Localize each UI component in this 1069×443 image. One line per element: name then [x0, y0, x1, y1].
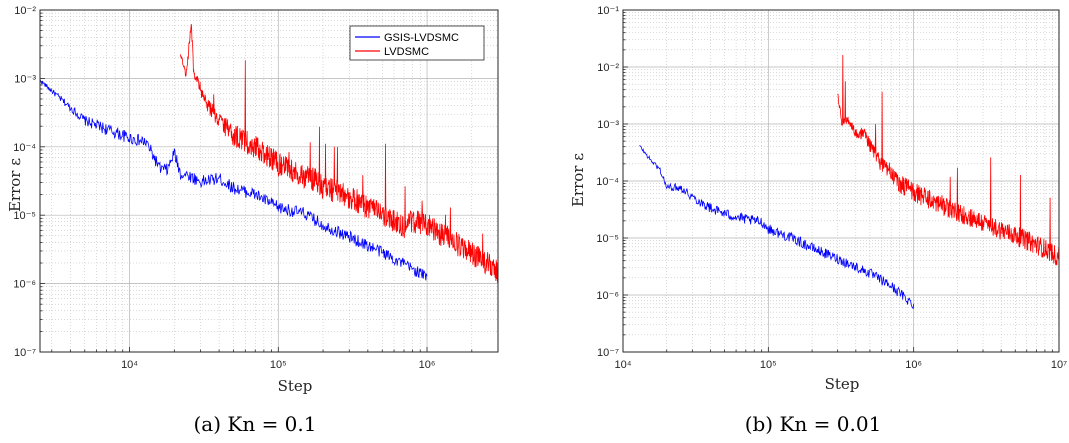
legend-label-gsis: GSIS-LVDSMC: [384, 32, 459, 44]
y-axis-label-b: Error ε: [569, 153, 587, 207]
x-tick-label: 10⁶: [419, 359, 436, 371]
x-tick-label: 10⁶: [905, 359, 922, 371]
y-tick-label: 10⁻⁴: [596, 176, 619, 188]
x-tick-label: 10⁵: [760, 359, 777, 371]
y-tick-label: 10⁻⁶: [596, 290, 619, 302]
chart-panel-a: 10⁴ 10⁵ 10⁶ 10⁻⁷ 10⁻⁶ 10⁻⁵ 10⁻⁴ 10⁻³ 10⁻² Step E…: [6, 5, 499, 436]
legend-a: GSIS-LVDSMC LVDSMC: [349, 25, 485, 61]
series-line-gsis-lvdsmc: [39, 79, 428, 281]
series-line-lvdsmc: [837, 54, 1060, 266]
grid-lines-b: [622, 9, 1060, 353]
x-tick-label: 10⁵: [270, 359, 287, 371]
x-axis-label-b: Step: [825, 375, 860, 393]
tick-marks-b: 10⁴ 10⁵ 10⁶ 10⁷ 10⁻⁷ 10⁻⁶ 10⁻⁵ 10⁻⁴ 10⁻³ 10⁻² 10⁻¹: [596, 5, 1067, 371]
caption-a: (a) Kn = 0.1: [194, 412, 317, 436]
y-tick-label: 10⁻²: [14, 5, 36, 17]
y-tick-label: 10⁻³: [597, 119, 619, 131]
series-line-lvdsmc: [180, 24, 499, 283]
caption-b: (b) Kn = 0.01: [745, 412, 882, 436]
grid-lines-a: [40, 9, 499, 353]
y-tick-label: 10⁻⁴: [13, 142, 36, 154]
plot-frame-a: [39, 9, 499, 353]
series-line-gsis-lvdsmc: [639, 145, 915, 310]
series-lines-a: [39, 24, 499, 283]
x-tick-label: 10⁴: [615, 359, 632, 371]
x-tick-label: 10⁴: [121, 359, 138, 371]
tick-marks-a: 10⁴ 10⁵ 10⁶ 10⁻⁷ 10⁻⁶ 10⁻⁵ 10⁻⁴ 10⁻³ 10⁻²: [13, 5, 499, 371]
y-tick-label: 10⁻⁶: [13, 279, 36, 291]
y-tick-label: 10⁻⁷: [14, 347, 36, 359]
y-tick-label: 10⁻¹: [597, 5, 619, 17]
x-axis-label-a: Step: [278, 377, 313, 395]
y-tick-label: 10⁻⁷: [597, 347, 619, 359]
y-axis-label-a: Error ε: [6, 158, 24, 212]
legend-label-lvdsmc: LVDSMC: [384, 46, 429, 58]
chart-panel-b: 10⁴ 10⁵ 10⁶ 10⁷ 10⁻⁷ 10⁻⁶ 10⁻⁵ 10⁻⁴ 10⁻³ 10⁻² 10⁻¹…: [569, 5, 1067, 436]
y-tick-label: 10⁻⁵: [596, 233, 619, 245]
y-tick-label: 10⁻⁵: [13, 210, 36, 222]
y-tick-label: 10⁻³: [14, 73, 36, 85]
legend-box: [349, 25, 485, 61]
y-tick-label: 10⁻²: [597, 62, 619, 74]
series-lines-b: [639, 54, 1060, 310]
x-tick-label: 10⁷: [1051, 359, 1067, 371]
